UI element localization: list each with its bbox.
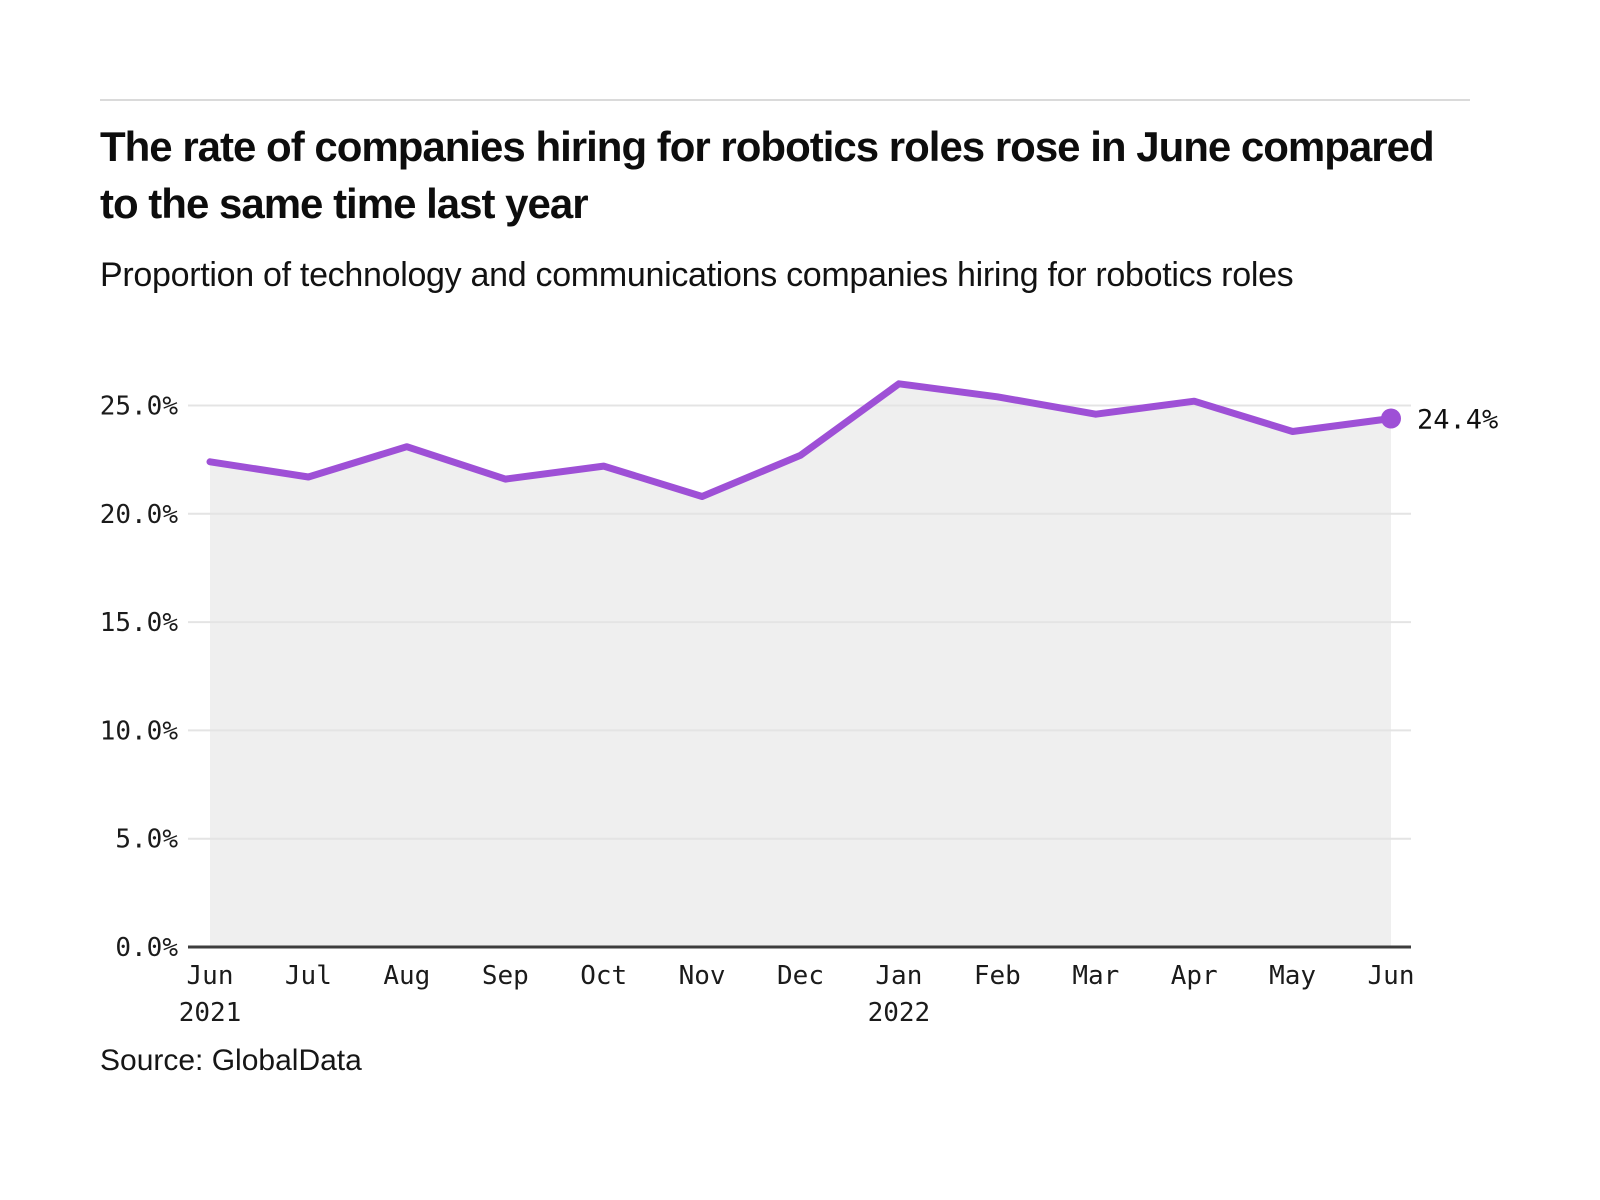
top-divider-rule (100, 99, 1470, 101)
area-fill (210, 383, 1391, 947)
x-tick-label: Jun (1368, 961, 1415, 991)
y-tick-label: 10.0% (100, 716, 179, 746)
y-tick-label: 0.0% (115, 933, 178, 963)
x-tick-label: Dec (777, 961, 824, 991)
end-point-dot (1381, 408, 1401, 429)
x-tick-label: Nov (679, 961, 726, 991)
x-tick-label: May (1269, 961, 1316, 991)
x-year-label: 2022 (868, 998, 931, 1028)
source-note: Source: GlobalData (100, 1044, 362, 1077)
y-tick-label: 25.0% (100, 392, 179, 422)
x-tick-label: Jul (285, 961, 332, 991)
x-tick-label: Mar (1072, 961, 1119, 991)
x-tick-label: Sep (482, 961, 529, 991)
end-value-label: 24.4% (1417, 404, 1498, 435)
x-tick-label: Aug (383, 961, 430, 991)
chart-subtitle: Proportion of technology and communicati… (100, 256, 1294, 294)
x-tick-label: Jun (187, 961, 234, 991)
y-tick-label: 20.0% (100, 500, 179, 530)
x-tick-label: Oct (580, 961, 627, 991)
y-tick-label: 5.0% (115, 825, 178, 855)
x-tick-label: Apr (1171, 961, 1218, 991)
y-tick-label: 15.0% (100, 608, 179, 638)
x-year-label: 2021 (179, 998, 242, 1028)
trend-line (206, 380, 1395, 500)
x-tick-label: Jan (875, 961, 922, 991)
chart-title: The rate of companies hiring for robotic… (100, 123, 1435, 227)
x-tick-label: Feb (974, 961, 1021, 991)
